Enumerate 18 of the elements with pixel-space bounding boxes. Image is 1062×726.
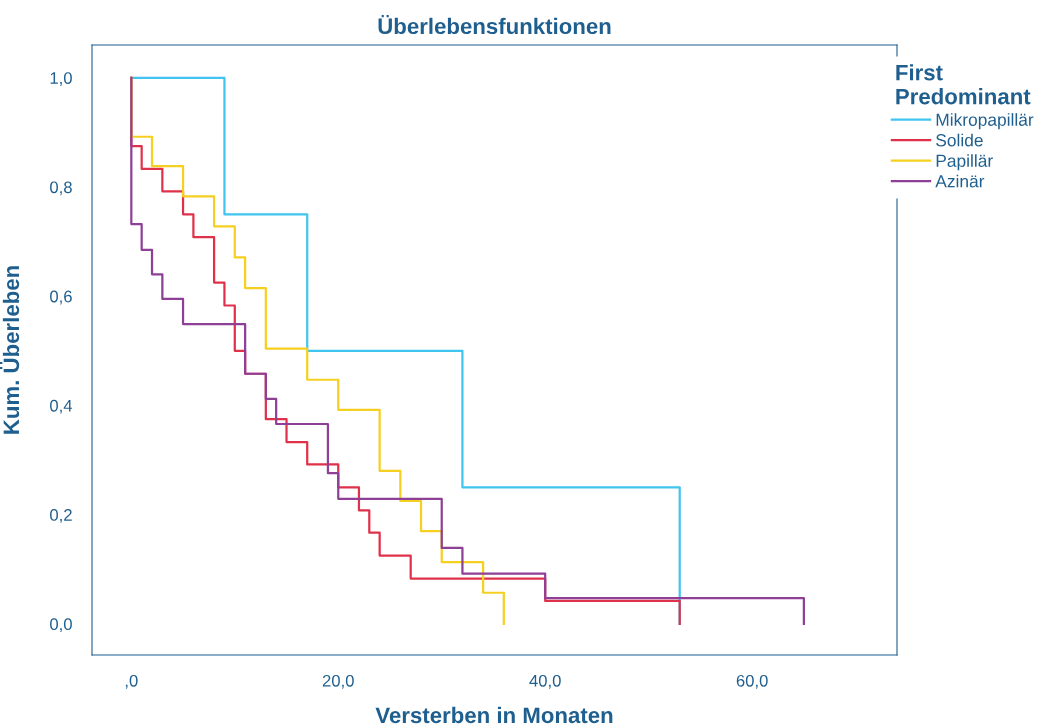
x-tick-label: 40,0 [529, 674, 561, 689]
y-tick-label: 0,6 [50, 290, 72, 305]
y-tick-label: 0,2 [50, 509, 72, 523]
y-tick-label: 1,0 [50, 72, 72, 86]
legend-label: Mikropapillär [936, 113, 1034, 130]
legend-label: Solide [936, 133, 983, 147]
x-tick-label: 60,0 [736, 674, 768, 689]
y-tick-label: 0,8 [50, 181, 72, 196]
x-axis-title: Versterben in Monaten [375, 706, 613, 724]
legend-label: Papillär [936, 154, 993, 171]
x-tick-label: 20,0 [322, 674, 354, 689]
x-tick-label: ,0 [125, 674, 138, 689]
y-tick-label: 0,4 [50, 399, 73, 414]
y-axis-title: Kum. Überleben [0, 266, 20, 434]
y-tick-label: 0,0 [50, 618, 72, 633]
chart-title: Überlebensfunktionen [378, 14, 611, 35]
legend-label: Azinär [935, 174, 985, 188]
legend-title: First Predominant [896, 64, 1031, 105]
